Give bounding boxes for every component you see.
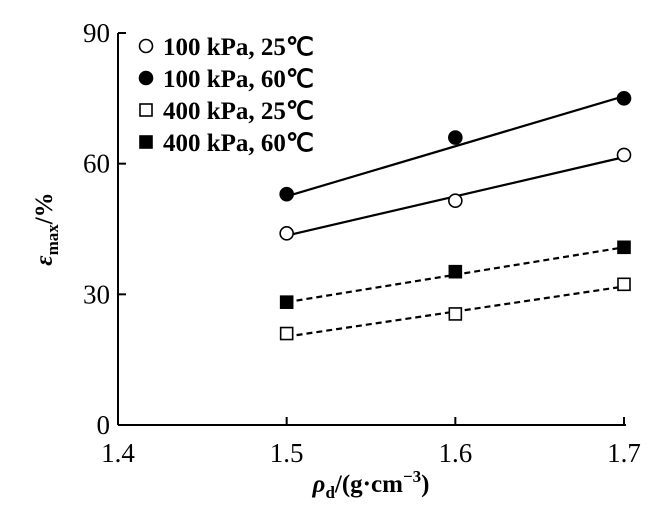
y-axis-title-group: εmax/% <box>31 192 62 265</box>
data-point <box>279 326 294 341</box>
axes <box>117 33 626 426</box>
data-point <box>279 186 294 202</box>
legend: 100 kPa, 25℃ 100 kPa, 60℃ 400 kPa, 25℃ 400 … <box>138 34 314 157</box>
data-point <box>448 193 463 208</box>
data-point <box>616 147 632 163</box>
fit-line <box>286 95 625 198</box>
legend-label: 400 kPa, 60℃ <box>163 130 314 157</box>
data-point <box>617 240 631 255</box>
legend-label: 400 kPa, 25℃ <box>163 98 314 125</box>
data-point <box>616 91 632 106</box>
y-axis-title: εmax/% <box>31 192 62 265</box>
data-point <box>448 307 463 321</box>
data-point <box>279 295 294 309</box>
data-point <box>279 226 294 241</box>
x-tick-label: 1.4 <box>101 438 135 468</box>
y-tick-label: 90 <box>83 18 110 48</box>
data-point <box>448 130 463 145</box>
legend-marker <box>139 135 153 149</box>
y-tick-label: 0 <box>97 410 111 440</box>
ticks: 1.4 1.5 1.6 1.7 0 30 60 90 <box>83 18 641 468</box>
x-tick-label: 1.5 <box>270 438 304 468</box>
legend-marker <box>138 38 154 54</box>
y-tick-label: 60 <box>83 149 110 179</box>
data-point <box>617 277 631 292</box>
y-tick-label: 30 <box>83 279 110 309</box>
x-tick-label: 1.6 <box>438 438 472 468</box>
x-tick-label: 1.7 <box>607 438 641 468</box>
legend-marker <box>139 103 153 117</box>
legend-label: 100 kPa, 60℃ <box>163 66 314 93</box>
data-points <box>279 91 632 341</box>
axis-titles: ρd/(g·cm−3) εmax/% <box>31 192 429 502</box>
legend-marker <box>138 70 154 86</box>
data-point <box>448 264 463 279</box>
legend-label: 100 kPa, 25℃ <box>163 34 314 61</box>
x-axis-title: ρd/(g·cm−3) <box>312 467 430 502</box>
